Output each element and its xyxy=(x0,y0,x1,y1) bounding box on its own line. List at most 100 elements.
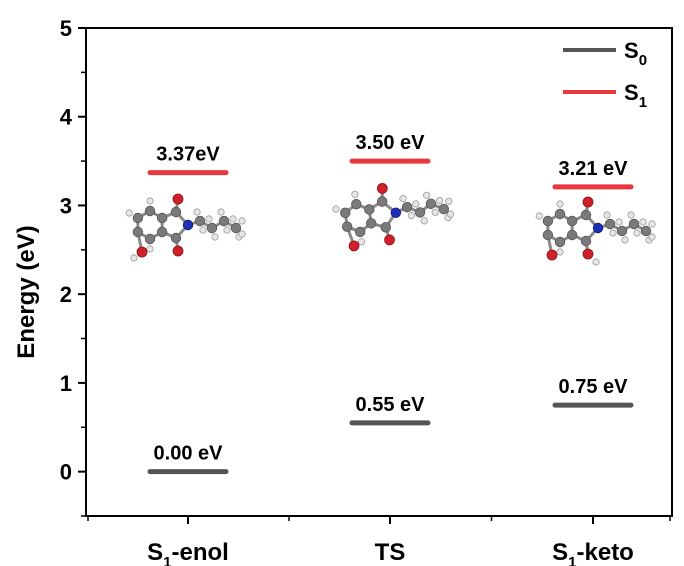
hydrogen-atom xyxy=(223,226,231,234)
hydrogen-atom xyxy=(412,200,420,208)
hydrogen-atom xyxy=(420,217,428,225)
carbon-atom xyxy=(194,215,206,227)
carbon-atom xyxy=(438,203,449,215)
hydrogen-atom xyxy=(146,197,154,205)
carbon-atom xyxy=(542,215,554,227)
hydrogen-atom xyxy=(351,190,359,198)
hydrogen-atom xyxy=(556,200,564,208)
molecule-structure xyxy=(332,183,455,252)
carbon-atom xyxy=(230,222,242,234)
y-tick-label: 0 xyxy=(60,460,72,485)
carbon-atom xyxy=(425,198,437,210)
hydrogen-atom xyxy=(446,210,455,218)
oxygen-atom xyxy=(172,193,184,205)
energy-value-label: 3.37eV xyxy=(156,144,220,166)
hydrogen-atom xyxy=(199,226,207,234)
carbon-atom xyxy=(554,208,566,220)
nitrogen-atom xyxy=(390,207,402,218)
hydrogen-atom xyxy=(399,195,407,203)
carbon-atom xyxy=(604,218,616,230)
hydrogen-atom xyxy=(193,208,201,216)
oxygen-atom xyxy=(172,245,184,257)
hydrogen-atom xyxy=(627,211,635,219)
carbon-atom xyxy=(132,226,144,238)
hydrogen-atom xyxy=(357,238,366,246)
carbon-atom xyxy=(170,232,182,244)
hydrogen-atom xyxy=(205,215,213,223)
energy-value-label: 3.50 eV xyxy=(356,132,426,154)
oxygen-atom xyxy=(136,246,148,258)
hydrogen-atom xyxy=(648,233,656,241)
x-category-label: TS xyxy=(375,539,406,566)
hydrogen-atom xyxy=(556,248,564,256)
y-tick-labels: 0 1 2 3 4 5 xyxy=(60,16,73,485)
hydrogen-atom xyxy=(125,209,133,217)
molecule-structure xyxy=(535,196,656,266)
y-axis-title: Energy (eV) xyxy=(13,225,40,358)
hydrogen-atom xyxy=(648,220,656,228)
carbon-atom xyxy=(354,226,366,238)
legend-label: S1 xyxy=(624,80,647,111)
carbon-atom xyxy=(156,226,168,238)
carbon-atom xyxy=(156,212,168,224)
hydrogen-atom xyxy=(130,254,138,262)
carbon-atom xyxy=(218,215,230,227)
hydrogen-atom xyxy=(535,212,543,220)
hydrogen-atom xyxy=(445,197,453,205)
hydrogen-atom xyxy=(603,211,611,219)
carbon-atom xyxy=(351,198,362,210)
carbon-atom xyxy=(144,205,156,217)
energy-value-label: 0.75 eV xyxy=(559,376,629,398)
oxygen-atom xyxy=(376,183,388,194)
nitrogen-atom xyxy=(592,222,604,234)
hydrogen-atom xyxy=(332,205,340,213)
carbon-atom xyxy=(170,206,182,218)
energy-value-label: 3.21 eV xyxy=(559,158,629,180)
y-tick-label: 3 xyxy=(60,193,72,218)
carbon-atom xyxy=(566,215,578,227)
carbon-atom xyxy=(542,229,554,241)
y-tick-label: 5 xyxy=(60,16,72,41)
molecule-illustrations xyxy=(125,183,656,266)
hydrogen-atom xyxy=(639,218,647,226)
oxygen-atom xyxy=(582,248,594,260)
carbon-atom xyxy=(340,207,351,219)
hydrogen-atom xyxy=(238,217,246,225)
hydrogen-atom xyxy=(609,229,617,237)
hydrogen-atom xyxy=(146,245,154,253)
hydrogen-atom xyxy=(633,229,641,237)
plot-frame xyxy=(85,27,673,517)
axes xyxy=(78,27,673,524)
carbon-atom xyxy=(566,229,578,241)
y-tick-label: 1 xyxy=(60,371,72,396)
carbon-atom xyxy=(580,209,592,221)
oxygen-atom xyxy=(546,249,558,261)
carbon-atom xyxy=(364,204,375,215)
molecule-structure xyxy=(125,193,246,262)
hydrogen-atom xyxy=(217,208,225,216)
x-category-labels: S1-enol TS S1-keto xyxy=(147,539,634,566)
y-tick-label: 2 xyxy=(60,282,72,307)
hydrogen-atom xyxy=(423,191,431,199)
hydrogen-atom xyxy=(431,208,439,216)
carbon-atom xyxy=(132,212,144,224)
oxygen-atom xyxy=(348,240,360,252)
hydrogen-atom xyxy=(211,233,219,241)
carbon-atom xyxy=(341,221,353,232)
carbon-atom xyxy=(401,201,413,213)
carbon-atom xyxy=(206,222,218,234)
hydrogen-atom xyxy=(592,258,600,266)
energy-value-label: 0.00 eV xyxy=(154,443,224,465)
nitrogen-atom xyxy=(182,219,194,231)
y-tick-label: 4 xyxy=(60,105,73,130)
energy-levels: 0.00 eV 0.55 eV 0.75 eV 3.37eV 3.50 eV 3.21 e… xyxy=(147,132,634,475)
carbon-atom xyxy=(580,235,592,247)
carbon-atom xyxy=(616,225,628,237)
carbon-atom xyxy=(376,196,388,207)
hydrogen-atom xyxy=(229,215,237,223)
oxygen-atom xyxy=(384,234,395,246)
hydrogen-atom xyxy=(238,230,246,238)
hydrogen-atom xyxy=(435,196,444,205)
